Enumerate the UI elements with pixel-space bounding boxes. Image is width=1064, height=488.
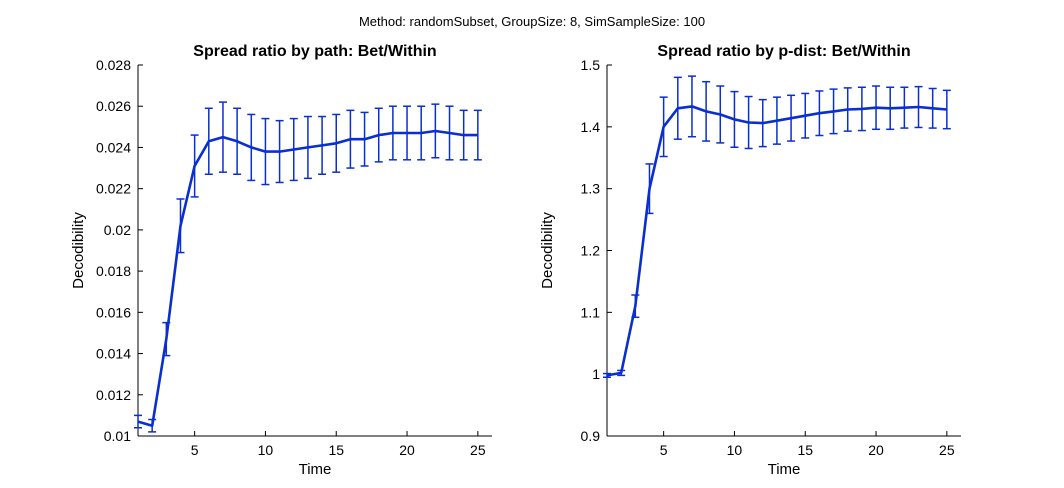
x-tick-label: 5 <box>191 442 199 458</box>
y-tick-label: 0.014 <box>96 346 131 362</box>
y-tick-label: 0.022 <box>96 181 131 197</box>
x-tick-label: 10 <box>727 442 743 458</box>
y-tick-label: 0.028 <box>96 57 131 73</box>
x-tick-label: 25 <box>939 442 955 458</box>
error-bar <box>473 109 482 161</box>
y-tick-label: 0.01 <box>104 428 131 444</box>
y-tick-label: 0.02 <box>104 222 131 238</box>
y-tick-label: 0.012 <box>96 387 131 403</box>
y-tick-label: 1.5 <box>581 57 601 73</box>
x-tick-label: 25 <box>470 442 486 458</box>
y-tick-label: 1.2 <box>581 243 601 259</box>
y-tick-label: 0.016 <box>96 304 131 320</box>
y-tick-label: 1.4 <box>581 119 601 135</box>
x-tick-label: 15 <box>797 442 813 458</box>
x-axis-label: Time <box>299 461 332 478</box>
y-tick-label: 0.018 <box>96 263 131 279</box>
y-tick-label: 1.1 <box>581 304 601 320</box>
x-tick-label: 15 <box>328 442 344 458</box>
x-axis-label: Time <box>768 461 801 478</box>
error-bar <box>942 89 951 130</box>
y-tick-label: 0.026 <box>96 98 131 114</box>
x-tick-label: 5 <box>660 442 668 458</box>
y-tick-label: 1.3 <box>581 181 601 197</box>
chart-panel-2: 5 10 15 20 25 0.9 1 1.1 1.2 1.3 1.4 1.5 Spread ratio… <box>539 43 961 478</box>
y-tick-label: 0.024 <box>96 139 131 155</box>
x-tick-label: 10 <box>258 442 274 458</box>
y-axis-label: Decodibility <box>70 212 87 289</box>
series-line <box>137 129 478 428</box>
figure-suptitle: Method: randomSubset, GroupSize: 8, SimS… <box>358 14 706 29</box>
y-tick-label: 0.9 <box>581 428 601 444</box>
chart-title: Spread ratio by p-dist: Bet/Within <box>657 43 910 60</box>
chart-title: Spread ratio by path: Bet/Within <box>193 43 436 60</box>
x-tick-label: 20 <box>868 442 884 458</box>
y-axis-label: Decodibility <box>539 212 556 289</box>
series-line <box>606 105 947 377</box>
error-bar <box>134 414 142 429</box>
chart-panel-1: 5 10 15 20 25 0.01 0.012 0.014 0.016 0.018 0.02 0.0… <box>70 43 492 478</box>
y-tick-label: 1 <box>592 366 600 382</box>
x-tick-label: 20 <box>399 442 415 458</box>
